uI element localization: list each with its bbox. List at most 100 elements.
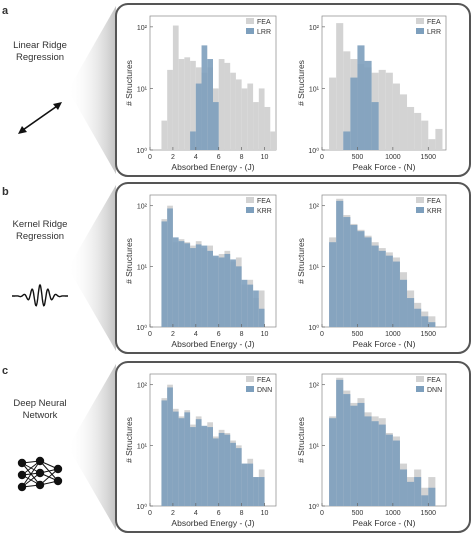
model-bar — [357, 402, 365, 506]
model-bar — [172, 237, 179, 327]
x-tick-label: 1500 — [420, 510, 436, 517]
network-node — [35, 480, 45, 490]
model-bar — [213, 255, 219, 327]
x-tick-label: 4 — [194, 154, 198, 161]
fea-bar — [172, 25, 179, 151]
model-bar — [190, 131, 196, 150]
fea-bar — [235, 79, 242, 150]
x-axis-label: Peak Force - (N) — [353, 162, 416, 172]
legend-swatch-fea — [246, 18, 254, 24]
model-bar — [385, 434, 393, 506]
fea-bar — [343, 51, 351, 150]
model-bar — [235, 266, 242, 327]
fea-bar — [247, 83, 254, 150]
network-node — [53, 464, 63, 474]
legend-label-model: DNN — [257, 387, 272, 394]
legend-label-model: DNN — [427, 387, 442, 394]
x-tick-label: 500 — [352, 331, 364, 338]
fea-bar — [218, 59, 225, 151]
fea-bar — [421, 120, 429, 150]
fea-bar — [258, 88, 265, 150]
x-tick-label: 6 — [217, 510, 221, 517]
fea-bar — [392, 83, 400, 150]
x-tick-label: 10 — [261, 154, 269, 161]
model-bar — [329, 418, 337, 506]
legend-swatch-model — [416, 207, 424, 213]
legend-swatch-model — [246, 386, 254, 392]
model-bar — [364, 237, 372, 327]
x-tick-label: 8 — [240, 510, 244, 517]
y-axis-label: # Structures — [124, 60, 134, 106]
model-bar — [178, 241, 185, 327]
model-bar — [378, 424, 386, 506]
model-bar — [371, 102, 379, 150]
model-bar — [407, 298, 415, 327]
legend-label-model: KRR — [427, 208, 442, 215]
model-bar — [343, 217, 351, 327]
fea-bar — [385, 72, 393, 150]
model-bar — [399, 469, 408, 506]
x-tick-label: 6 — [217, 331, 221, 338]
x-tick-label: 0 — [148, 154, 152, 161]
y-tick-label: 10¹ — [137, 443, 148, 450]
legend-label-fea: FEA — [427, 19, 441, 26]
y-tick-label: 10¹ — [137, 86, 148, 93]
legend-swatch-fea — [416, 18, 424, 24]
fea-bar — [230, 72, 236, 150]
model-bar — [184, 412, 191, 506]
network-edge — [21, 460, 41, 488]
legend-label-model: LRR — [427, 29, 441, 36]
model-bar — [218, 432, 225, 506]
model-bar — [207, 250, 213, 327]
legend-label-fea: FEA — [257, 377, 271, 384]
y-tick-label: 10⁰ — [136, 147, 147, 155]
model-bar — [195, 244, 202, 327]
x-axis-label: Absorbed Energy - (J) — [171, 518, 254, 528]
model-bar — [428, 322, 436, 327]
x-tick-label: 10 — [261, 331, 269, 338]
legend-label-model: LRR — [257, 29, 271, 36]
network-node — [17, 482, 27, 492]
y-axis-label: # Structures — [296, 60, 306, 106]
x-tick-label: 0 — [320, 510, 324, 517]
legend-swatch-fea — [416, 197, 424, 203]
legend-swatch-model — [246, 207, 254, 213]
model-bar — [241, 463, 248, 506]
panel-letter: c — [2, 365, 8, 377]
legend-swatch-fea — [246, 197, 254, 203]
x-tick-label: 500 — [352, 510, 364, 517]
x-tick-label: 2 — [171, 154, 175, 161]
panel-letter: a — [2, 5, 9, 17]
model-bar — [336, 200, 344, 327]
y-tick-label: 10² — [309, 25, 320, 32]
legend-label-fea: FEA — [257, 198, 271, 205]
x-tick-label: 4 — [194, 510, 198, 517]
legend-swatch-model — [416, 28, 424, 34]
model-bar — [167, 387, 173, 506]
method-label: Kernel Ridge — [13, 219, 68, 230]
fea-bar — [167, 69, 173, 150]
y-axis-label: # Structures — [124, 417, 134, 463]
x-tick-label: 1000 — [385, 154, 401, 161]
model-bar — [178, 418, 185, 506]
legend-label-model: KRR — [257, 208, 272, 215]
fea-bar — [378, 69, 386, 150]
network-node — [35, 456, 45, 466]
fea-bar — [253, 102, 259, 150]
model-bar — [201, 45, 208, 151]
y-tick-label: 10¹ — [309, 443, 320, 450]
model-bar — [357, 45, 365, 151]
method-label: Linear Ridge — [13, 40, 67, 51]
model-bar — [336, 379, 344, 506]
x-tick-label: 2 — [171, 510, 175, 517]
model-bar — [392, 440, 400, 506]
model-bar — [230, 259, 236, 327]
model-bar — [161, 400, 168, 506]
y-tick-label: 10¹ — [137, 264, 148, 271]
model-bar — [161, 221, 168, 327]
y-tick-label: 10⁰ — [136, 503, 147, 511]
fea-bar — [428, 316, 436, 327]
